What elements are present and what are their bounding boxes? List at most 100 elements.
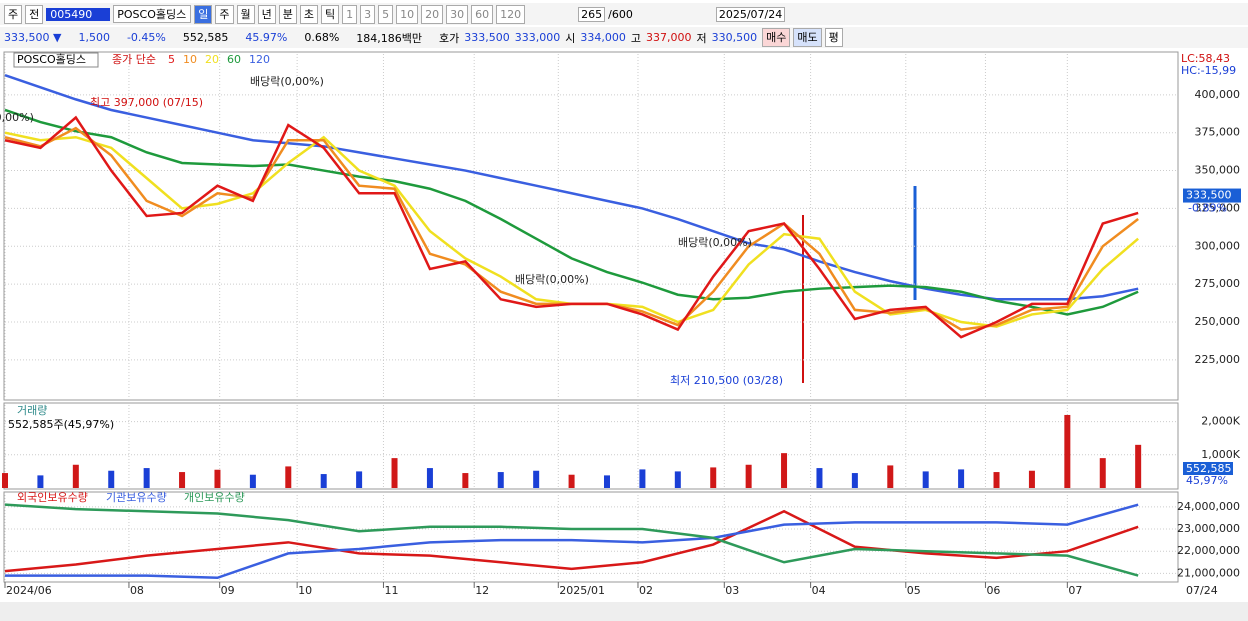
- period-button[interactable]: 일: [194, 4, 213, 24]
- quote-item: 고: [630, 31, 642, 45]
- volume-bar: [603, 475, 610, 488]
- x-tick-label: 02: [639, 584, 653, 597]
- y-tick-label: 300,000: [1195, 239, 1241, 252]
- period-button[interactable]: 월: [236, 4, 255, 24]
- y-tick-label: 225,000: [1195, 353, 1241, 366]
- quote-item: 333,500 ▼: [4, 31, 62, 44]
- y-tick-label: 23,000,000: [1177, 522, 1240, 535]
- selector[interactable]: 전: [25, 4, 44, 24]
- annotation: 배당락(0,00%): [250, 75, 324, 88]
- volume-panel: [3, 402, 1179, 490]
- quote-item: 334,000: [580, 31, 626, 44]
- volume-bar: [1099, 458, 1106, 488]
- panel-subtitle: 552,585주(45,97%): [8, 418, 114, 431]
- minute-button[interactable]: 120: [496, 4, 526, 24]
- trade-button[interactable]: 평: [824, 28, 843, 47]
- volume-bar: [426, 468, 433, 488]
- x-tick-label: 09: [221, 584, 235, 597]
- quote-item: 184,186백만: [356, 31, 423, 45]
- x-tick-label: 12: [475, 584, 489, 597]
- bar-max: /600: [608, 7, 633, 21]
- x-tick-label: 07: [1068, 584, 1082, 597]
- last-price-label: 333,500: [1186, 189, 1232, 202]
- period-button[interactable]: 주: [215, 4, 234, 24]
- volume-bar: [922, 471, 929, 488]
- x-tick-label: 11: [384, 584, 398, 597]
- quote-item: 호가: [439, 31, 460, 45]
- end-date: 07/24: [1186, 584, 1218, 597]
- volume-bar: [320, 474, 327, 488]
- minute-button[interactable]: 20: [421, 4, 444, 24]
- legend-entry: 개인보유수량: [184, 491, 245, 504]
- trade-button[interactable]: 매수: [762, 28, 791, 47]
- quote-item: 1,500: [78, 31, 110, 44]
- toolbar: 주 전 005490 POSCO홀딩스 일 주 월 년 분 초 틱 1 3 5 10 20 30 60 120 265…: [0, 3, 1248, 25]
- quote-item: 저: [696, 31, 707, 45]
- legend-entry: 기관보유수량: [106, 491, 167, 504]
- x-tick-label: 2025/01: [559, 584, 605, 597]
- y-tick-label: 24,000,000: [1177, 500, 1240, 513]
- volume-bar: [179, 472, 186, 488]
- volume-bar: [674, 471, 681, 488]
- quote-item: 337,000: [646, 31, 692, 44]
- minute-button[interactable]: 5: [378, 4, 394, 24]
- volume-bar: [745, 464, 752, 488]
- period-button[interactable]: 분: [278, 4, 297, 24]
- minute-button[interactable]: 10: [396, 4, 419, 24]
- minute-button[interactable]: 3: [360, 4, 376, 24]
- last-price-box: [1183, 188, 1241, 203]
- quote-item: 333,500: [464, 31, 510, 44]
- volume-bar: [249, 474, 256, 488]
- volume-bar: [1028, 470, 1035, 488]
- volume-bar: [2, 473, 8, 488]
- volume-bar: [72, 464, 79, 488]
- volume-bar: [497, 472, 504, 488]
- y-tick-label: 325,000: [1195, 201, 1241, 214]
- y-tick-label: 375,000: [1195, 126, 1241, 139]
- volume-bar: [462, 473, 469, 488]
- stock-name[interactable]: POSCO홀딩스: [113, 5, 192, 23]
- volume-bar: [1135, 444, 1142, 488]
- annotation: 배당락(0,00%): [678, 236, 752, 249]
- trade-button[interactable]: 매도: [793, 28, 822, 47]
- x-tick-label: 03: [725, 584, 739, 597]
- period-button[interactable]: 년: [257, 4, 276, 24]
- series-line: [4, 503, 1139, 577]
- stock-label: POSCO홀딩스: [17, 53, 86, 66]
- legend-box: [13, 52, 99, 68]
- minute-button[interactable]: 1: [342, 4, 358, 24]
- x-tick-label: 10: [298, 584, 312, 597]
- code-input[interactable]: 005490: [46, 7, 111, 21]
- date-input[interactable]: 2025/07/24: [715, 6, 786, 22]
- series-line: [4, 509, 1139, 573]
- volume-bar: [533, 470, 540, 488]
- quote-item: 시: [565, 31, 576, 45]
- y-tick-label: 22,000,000: [1177, 544, 1240, 557]
- x-tick-label: 04: [812, 584, 826, 597]
- quote-item: 333,000: [514, 31, 561, 44]
- y-tick-label: 350,000: [1195, 164, 1241, 177]
- bar-count[interactable]: 265: [578, 6, 606, 22]
- period-button[interactable]: 틱: [321, 4, 340, 24]
- y-tick-label: 250,000: [1195, 315, 1241, 328]
- volume-bar: [1064, 414, 1071, 488]
- legend-entry: 5: [168, 53, 175, 66]
- legend-entry: 20: [205, 53, 219, 66]
- price-panel: [3, 51, 1179, 401]
- y-tick-label: 21,000,000: [1177, 566, 1240, 579]
- legend-entry: 120: [249, 53, 270, 66]
- x-tick-label: 06: [986, 584, 1000, 597]
- period-button[interactable]: 초: [299, 4, 318, 24]
- annotation: 최저 210,500 (03/28): [670, 374, 783, 387]
- legend-entry: 외국인보유수량: [17, 491, 88, 504]
- minute-button[interactable]: 60: [471, 4, 494, 24]
- minute-button[interactable]: 30: [446, 4, 469, 24]
- scrollbar[interactable]: [0, 602, 1248, 621]
- legend-entry: 60: [227, 53, 241, 66]
- background: [0, 50, 1248, 621]
- series-line: [5, 503, 1139, 580]
- volume-bar: [639, 469, 646, 488]
- selector[interactable]: 주: [4, 4, 23, 24]
- quote-item: -0.45%: [126, 31, 166, 44]
